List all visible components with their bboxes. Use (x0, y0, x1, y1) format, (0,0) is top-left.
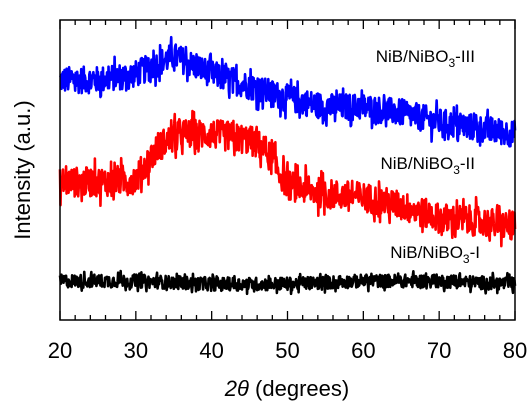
series-label-suffix: -III (455, 47, 475, 66)
x-tick-label: 30 (124, 338, 148, 363)
x-tick-label: 20 (48, 338, 72, 363)
series-line (58, 269, 517, 296)
series-label-main: NiB/NiBO (380, 154, 453, 173)
series-label-main: NiB/NiBO (376, 47, 449, 66)
series-label-suffix: -I (470, 243, 480, 262)
x-tick-label: 80 (503, 338, 527, 363)
series-label-subscript: 3 (463, 252, 470, 266)
x-tick-label: 40 (199, 338, 223, 363)
series-label-subscript: 3 (448, 56, 455, 70)
y-axis-label: Intensity (a.u.) (10, 100, 35, 239)
series-label-subscript: 3 (453, 163, 460, 177)
series-label-main: NiB/NiBO (390, 243, 463, 262)
x-tick-label: 50 (275, 338, 299, 363)
series-label-suffix: -II (460, 154, 475, 173)
series-layer (58, 35, 517, 296)
series-line (58, 109, 517, 248)
series-label: NiB/NiBO3-II (380, 154, 475, 177)
x-axis-label-italic: 2θ (224, 376, 249, 401)
series-line (59, 35, 517, 148)
x-tick-label: 70 (427, 338, 451, 363)
series-label: NiB/NiBO3-I (390, 243, 480, 266)
series-label: NiB/NiBO3-III (376, 47, 475, 70)
x-axis-label-rest: (degrees) (249, 376, 349, 401)
x-tick-label: 60 (351, 338, 375, 363)
ticks-layer: 20 30 40 50 60 70 80 (48, 20, 527, 363)
x-axis-label: 2θ (degrees) (224, 376, 349, 401)
